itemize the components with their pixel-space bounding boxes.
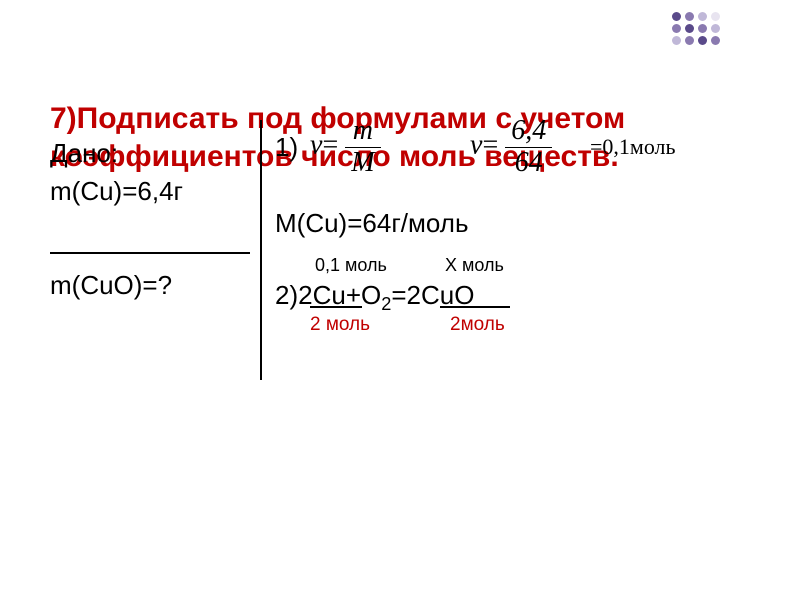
step2-number: 2) <box>275 280 298 310</box>
underline-cuo <box>440 306 510 308</box>
fraction-numerator: m <box>345 116 380 148</box>
above-cu-moles: 0,1 моль <box>315 255 387 276</box>
formula-nu-m-over-M: ν= m M <box>310 116 381 179</box>
molar-mass-cu: M(Cu)=64г/моль <box>275 208 469 239</box>
given-label: Дано: <box>50 138 118 169</box>
reaction-equation: 2)2Cu+O2=2CuO <box>275 280 474 315</box>
above-cuo-moles: Х моль <box>445 255 504 276</box>
nu-symbol-2: ν <box>470 130 482 161</box>
formula-nu-calc: ν= 6,4 64 <box>470 116 552 179</box>
below-cuo-moles: 2моль <box>450 314 505 336</box>
corner-decoration <box>672 12 720 45</box>
fraction-6-4-64: 6,4 64 <box>505 116 552 179</box>
fraction-denominator: M <box>345 148 380 179</box>
fraction2-denominator: 64 <box>505 148 552 179</box>
given-divider <box>50 252 250 254</box>
underline-cu <box>310 306 362 308</box>
nu-symbol: ν <box>310 130 322 161</box>
given-mass: m(Cu)=6,4г <box>50 176 183 207</box>
step1-number: 1) <box>275 132 298 163</box>
find-value: m(CuO)=? <box>50 270 172 301</box>
eqn-o2-subscript: 2 <box>381 294 391 314</box>
fraction2-numerator: 6,4 <box>505 116 552 148</box>
fraction-m-M: m M <box>345 116 380 179</box>
below-cu-moles: 2 моль <box>310 314 370 336</box>
vertical-divider <box>260 120 262 380</box>
calc-result: =0,1моль <box>590 134 676 160</box>
